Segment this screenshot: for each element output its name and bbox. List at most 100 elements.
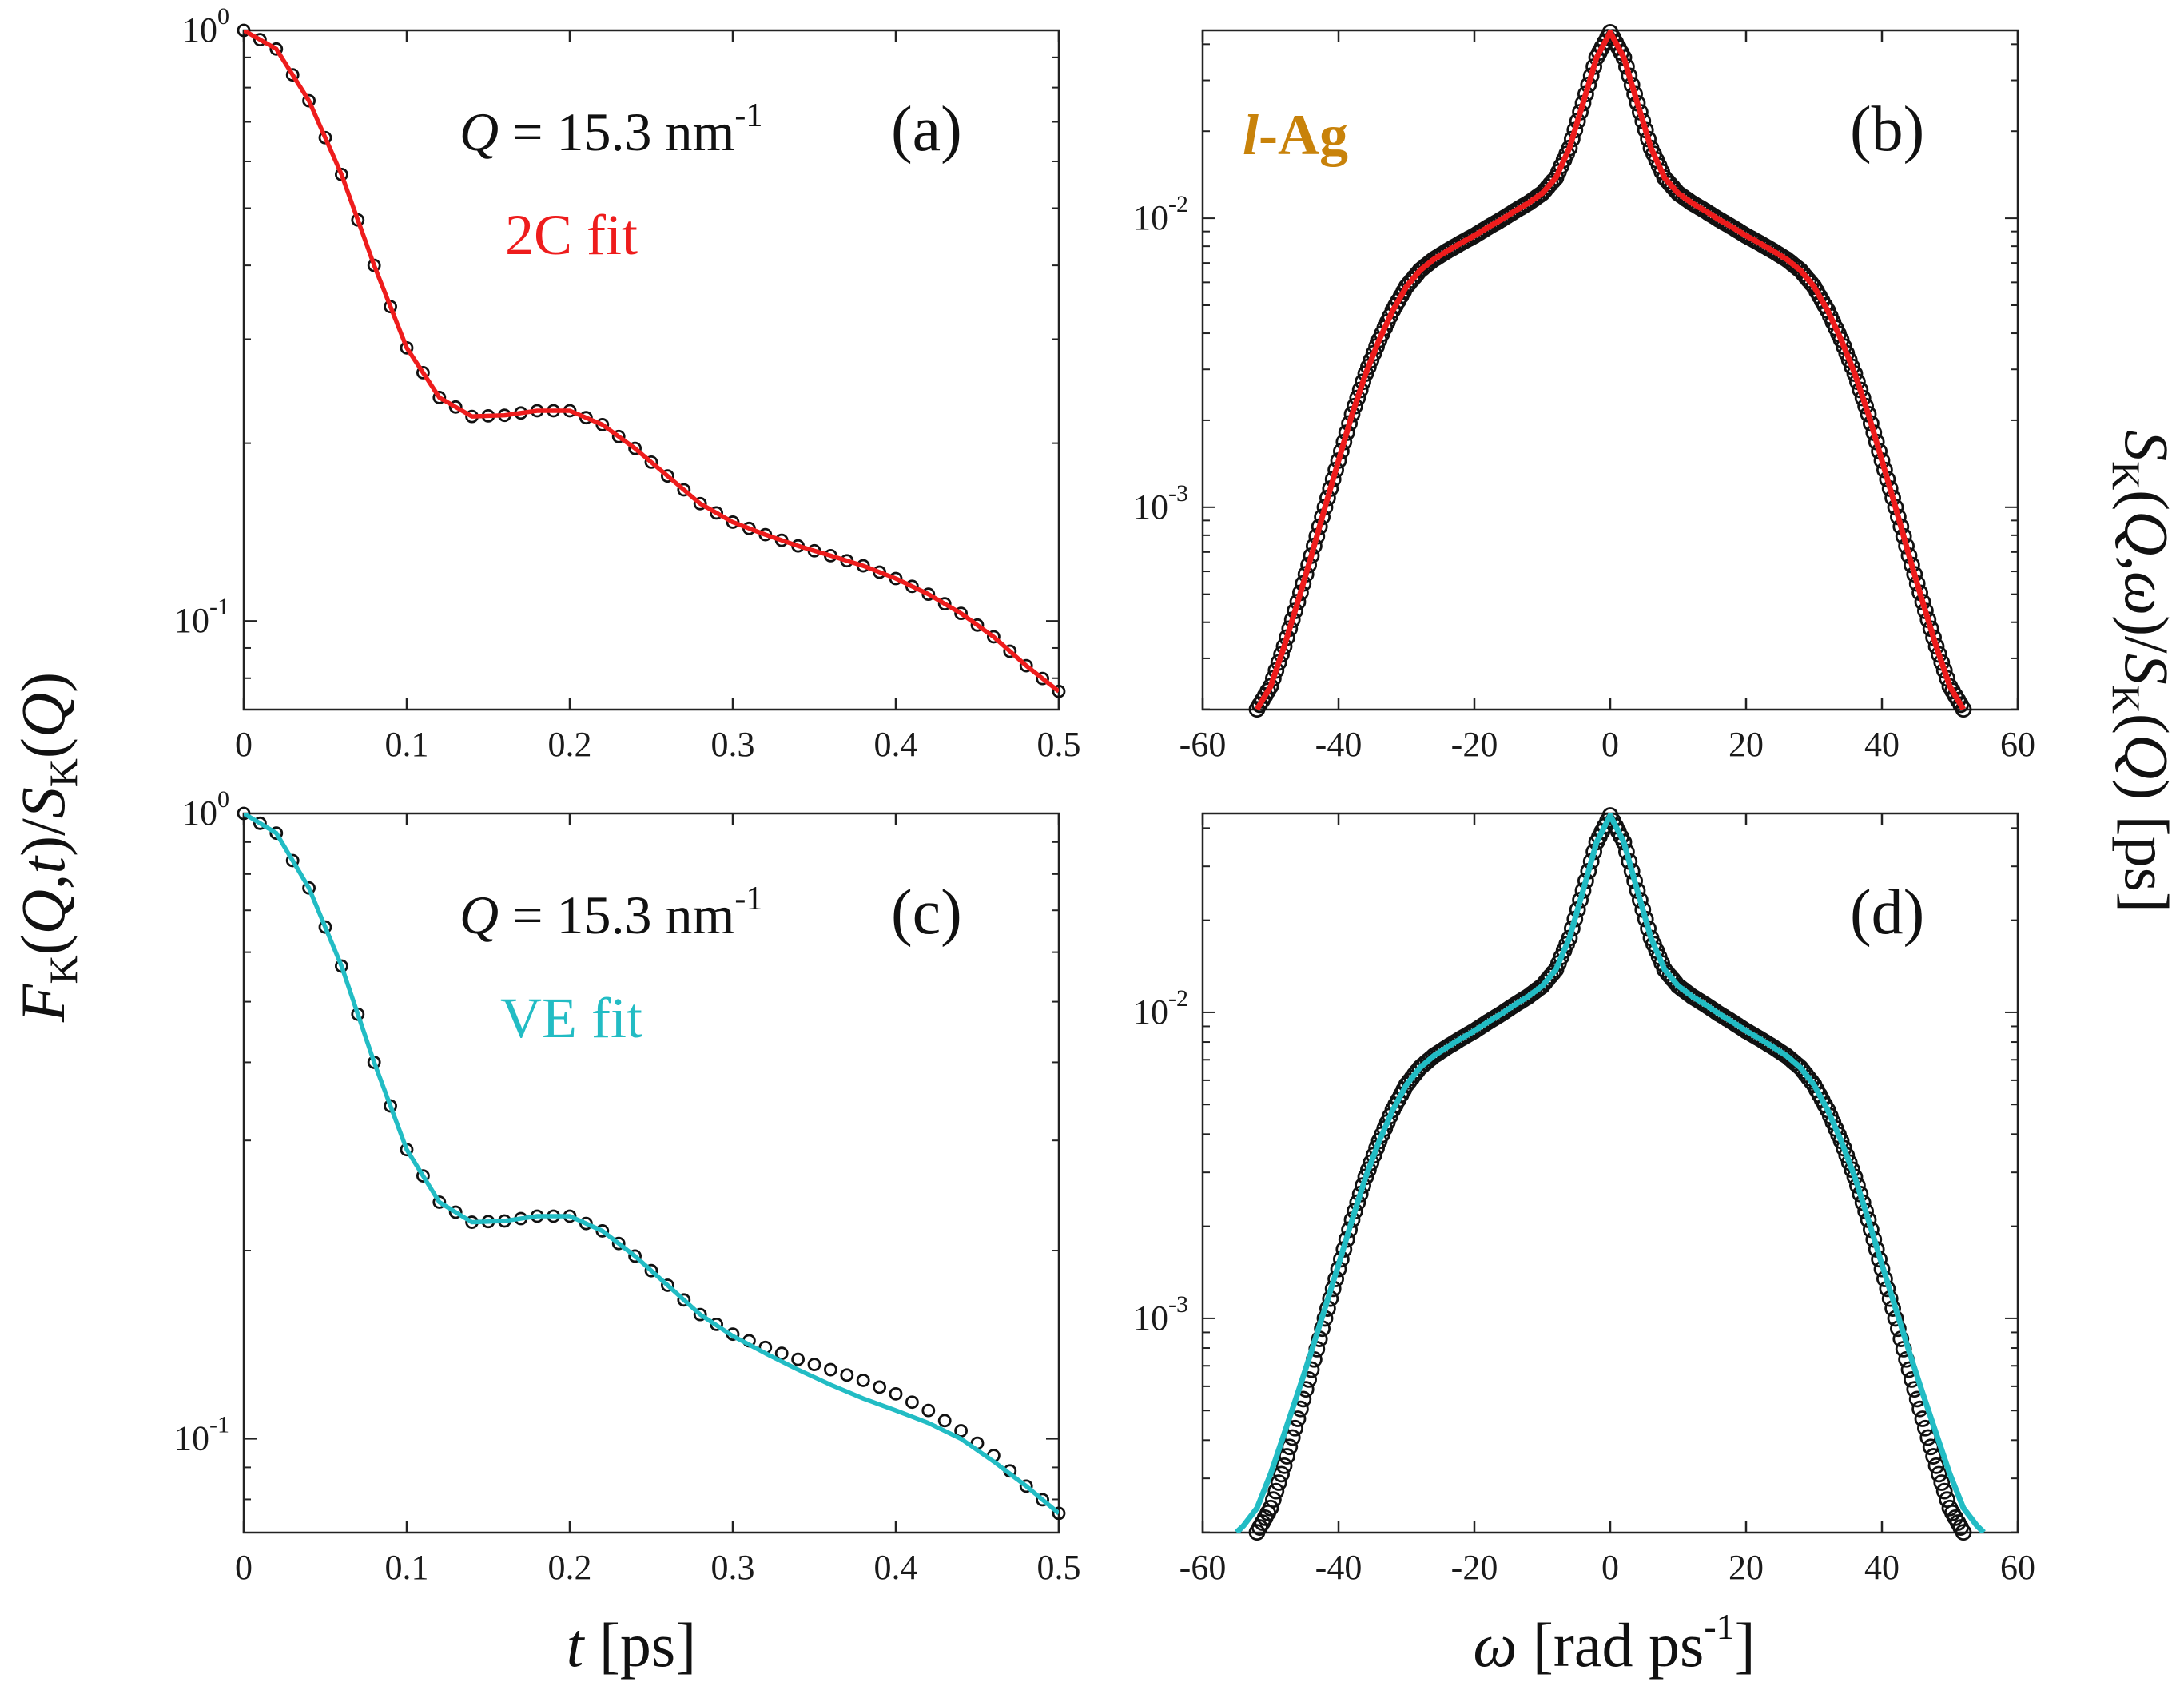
data-point xyxy=(791,1352,805,1366)
data-point xyxy=(1052,1506,1066,1521)
data-point xyxy=(693,496,707,511)
data-point xyxy=(1019,658,1033,673)
x-tick-label-b-0: -60 xyxy=(1180,725,1227,764)
fit-label-a: 2C fit xyxy=(505,203,638,267)
x-tick-label-b-4: 20 xyxy=(1729,725,1764,764)
data-point xyxy=(1036,1493,1049,1507)
x-tick-label-c-0: 0 xyxy=(235,1548,253,1587)
x-tick-label-b-2: -20 xyxy=(1451,725,1498,764)
data-point xyxy=(1036,671,1049,686)
data-point xyxy=(1955,1524,1972,1541)
x-tick-label-a-2: 0.2 xyxy=(548,725,592,764)
x-tick-label-a-5: 0.5 xyxy=(1037,725,1081,764)
y-tick-label-d-1: 10-3 xyxy=(1133,1291,1188,1338)
fit-line-d xyxy=(1235,813,1986,1533)
data-point xyxy=(644,1263,658,1278)
panels: 0 0.1 0.2 0.3 0.4 0.5 100 10-1 (a) Q = 15.3 nm-1 2… xyxy=(174,3,2035,1587)
panel-label-d: (d) xyxy=(1850,877,1924,948)
bottom-right-x-axis-title: ω [rad ps-1] xyxy=(1473,1606,1755,1680)
panel-b: -60 -40 -20 0 20 40 60 10-2 10-3 (b) l-Ag xyxy=(1133,23,2035,764)
data-point xyxy=(1270,1474,1287,1491)
data-point xyxy=(1019,1479,1033,1493)
data-point xyxy=(937,597,952,611)
data-point xyxy=(905,1395,919,1410)
panel-d: -60 -40 -20 0 20 40 60 10-2 10-3 (d) xyxy=(1133,807,2035,1587)
x-tick-label-c-3: 0.3 xyxy=(711,1548,755,1587)
data-point xyxy=(416,366,430,380)
data-point xyxy=(579,1216,593,1231)
x-tick-label-d-4: 20 xyxy=(1729,1548,1764,1587)
data-point xyxy=(970,618,985,632)
data-point xyxy=(1275,1457,1293,1474)
data-point xyxy=(1789,1056,1807,1074)
data-point xyxy=(318,130,332,145)
data-point xyxy=(661,469,674,483)
x-tick-label-d-6: 60 xyxy=(2000,1548,2035,1587)
x-tick-label-d-1: -40 xyxy=(1315,1548,1363,1587)
x-tick-label-d-0: -60 xyxy=(1180,1548,1227,1587)
x-tick-label-c-5: 0.5 xyxy=(1037,1548,1081,1587)
data-point xyxy=(1955,701,1972,718)
data-point xyxy=(1267,1482,1285,1500)
data-point xyxy=(269,826,284,841)
data-point xyxy=(987,630,1001,644)
fit-line-c xyxy=(244,813,1059,1515)
data-point xyxy=(807,1358,821,1371)
fit-line-b xyxy=(1254,30,1967,710)
panel-c: 0 0.1 0.2 0.3 0.4 0.5 100 10-1 (c) Q = 15.3 nm-1 V… xyxy=(174,786,1081,1587)
data-point xyxy=(1935,1482,1953,1500)
q-annotation-c: Q = 15.3 nm-1 xyxy=(459,881,762,945)
x-tick-label-a-4: 0.4 xyxy=(874,725,918,764)
data-point xyxy=(677,1293,691,1307)
x-tick-label-a-0: 0 xyxy=(235,725,253,764)
data-point xyxy=(921,587,936,602)
data-point xyxy=(285,68,300,82)
bottom-left-x-axis-title: t [ps] xyxy=(567,1610,696,1680)
panel-label-b: (b) xyxy=(1850,94,1924,165)
data-point xyxy=(677,483,691,497)
data-point xyxy=(269,42,284,56)
data-point xyxy=(954,606,968,621)
data-point xyxy=(432,391,447,404)
data-point xyxy=(1545,964,1561,981)
data-point xyxy=(416,1169,430,1183)
x-tick-label-b-1: -40 xyxy=(1315,725,1363,764)
x-tick-label-b-6: 60 xyxy=(2000,725,2035,764)
y-tick-label-a-0: 100 xyxy=(182,3,229,50)
data-point xyxy=(710,1318,723,1331)
data-point xyxy=(905,579,919,594)
data-point xyxy=(1281,1438,1299,1456)
data-point xyxy=(693,1307,707,1322)
x-tick-label-c-2: 0.2 xyxy=(548,1548,592,1587)
panel-a: 0 0.1 0.2 0.3 0.4 0.5 100 10-1 (a) Q = 15.3 nm-1 2… xyxy=(174,3,1081,764)
data-point xyxy=(1933,1474,1951,1491)
left-y-axis-title: FK(Q,t)/SK(Q) xyxy=(8,672,86,1023)
plot-frame-c xyxy=(242,812,1060,1534)
data-point xyxy=(448,400,463,414)
y-tick-label-b-0: 10-2 xyxy=(1133,191,1188,237)
x-tick-label-c-4: 0.4 xyxy=(874,1548,918,1587)
x-tick-label-b-3: 0 xyxy=(1601,725,1619,764)
data-point xyxy=(1925,1448,1943,1465)
data-point xyxy=(1262,1499,1279,1517)
y-tick-label-c-1: 10-1 xyxy=(174,1412,229,1458)
fit-line-a xyxy=(244,30,1059,694)
panel-label-a: (a) xyxy=(891,94,962,165)
data-point xyxy=(237,23,251,38)
data-point xyxy=(661,1278,674,1292)
x-tick-label-d-3: 0 xyxy=(1601,1548,1619,1587)
plot-frame-a xyxy=(242,29,1060,711)
data-point xyxy=(824,1362,837,1377)
q-annotation-a: Q = 15.3 nm-1 xyxy=(459,97,762,162)
data-point xyxy=(937,1414,952,1428)
data-point xyxy=(1003,644,1017,658)
data-point xyxy=(1273,1465,1290,1483)
data-point xyxy=(1803,1072,1820,1090)
x-tick-label-d-5: 40 xyxy=(1864,1548,1900,1587)
data-point xyxy=(774,1346,789,1361)
data-point xyxy=(1545,172,1561,189)
panel-label-c: (c) xyxy=(891,877,962,948)
data-point xyxy=(1927,1457,1945,1474)
data-point xyxy=(1279,1448,1295,1465)
